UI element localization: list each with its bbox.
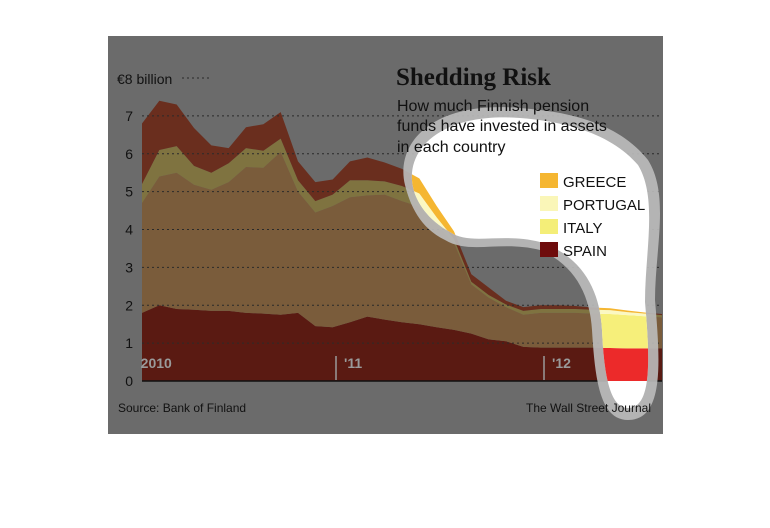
legend-label-greece: GREECE	[563, 174, 626, 191]
credit-note: The Wall Street Journal	[526, 401, 651, 415]
legend-label-italy: ITALY	[563, 220, 602, 237]
legend-swatch-portugal	[540, 196, 558, 211]
y-tick-1: 1	[125, 335, 133, 351]
highlight-blob	[403, 107, 660, 420]
legend-swatch-greece	[540, 173, 558, 188]
x-tick-2010: 2010	[141, 355, 172, 371]
legend: GREECE PORTUGAL ITALY SPAIN	[540, 173, 645, 260]
legend-label-portugal: PORTUGAL	[563, 197, 645, 214]
area-italy-muted	[142, 151, 662, 349]
legend-swatch-italy	[540, 219, 558, 234]
chart-subtitle-line-2: funds have invested in assets	[397, 118, 607, 135]
legend-label-spain: SPAIN	[563, 243, 607, 260]
y-tick-4: 4	[125, 222, 133, 238]
y-tick-3: 3	[125, 259, 133, 275]
y-tick-2: 2	[125, 297, 133, 313]
y-tick-6: 6	[125, 146, 133, 162]
gridlines	[142, 77, 662, 344]
x-tick--12: '12	[552, 355, 571, 371]
y-unit-label: €8 billion	[117, 71, 172, 87]
y-tick-7: 7	[125, 108, 133, 124]
x-tick--11: '11	[344, 355, 362, 371]
y-tick-5: 5	[125, 184, 133, 200]
chart-subtitle-line-3: in each country	[397, 139, 506, 156]
source-note: Source: Bank of Finland	[118, 401, 246, 415]
chart-title: Shedding Risk	[396, 64, 551, 91]
x-axis: 2010 '11 '12	[141, 355, 662, 382]
y-axis: 0 1 2 3 4 5 6 7	[125, 108, 133, 389]
legend-swatch-spain	[540, 242, 558, 257]
y-tick-0: 0	[125, 373, 133, 389]
chart-subtitle-line-1: How much Finnish pension	[397, 98, 589, 115]
